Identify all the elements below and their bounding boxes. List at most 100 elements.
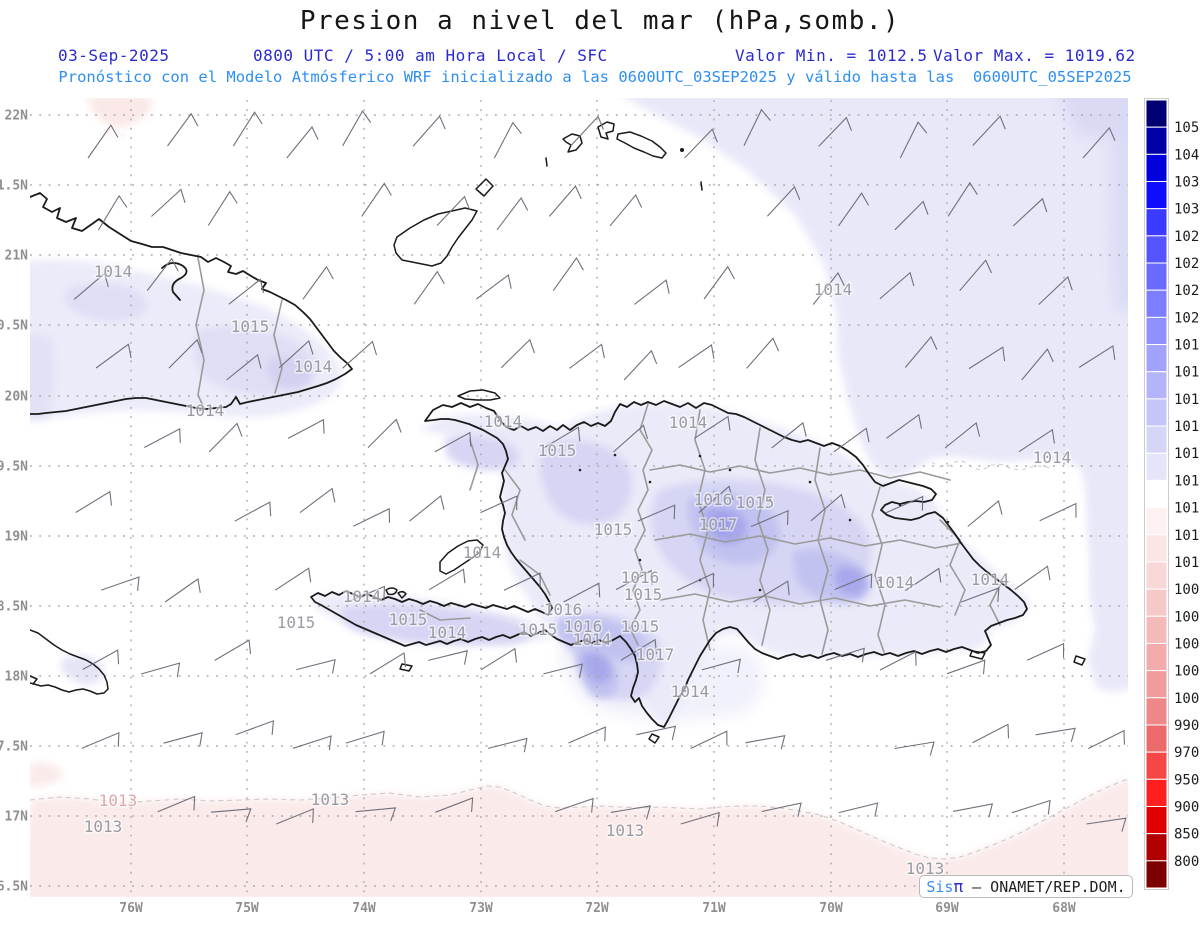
colorbar-segment — [1145, 615, 1168, 644]
colorbar-tick-label: 1010 — [1174, 555, 1200, 571]
pressure-label: 1017 — [699, 515, 738, 534]
colorbar-segment — [1145, 751, 1168, 780]
small-islands — [30, 121, 1086, 744]
lon-tick-label: 74W — [352, 901, 376, 916]
colorbar-segment — [1145, 724, 1168, 753]
colorbar-segment — [1145, 805, 1168, 835]
pressure-label: 1015 — [277, 613, 316, 632]
pressure-label: 1014 — [876, 573, 915, 592]
forecast-date: 03-Sep-2025 — [58, 46, 170, 65]
pressure-label: 1013 — [906, 859, 945, 878]
colorbar-segment — [1145, 316, 1168, 346]
colorbar-tick-label: 1019 — [1174, 338, 1200, 354]
gridlines — [30, 100, 1128, 896]
colorbar-segment — [1145, 425, 1168, 454]
colorbar-tick-label: 990 — [1174, 718, 1199, 734]
colorbar-segment — [1145, 860, 1168, 889]
latitude-labels: 22N 1.5N 21N 0.5N 20N 9.5N 19N 8.5N 18N 7.5N 17N 6.… — [0, 109, 28, 895]
colorbar-segment — [1145, 398, 1168, 427]
colorbar-segment — [1145, 670, 1168, 699]
colorbar-tick-label: 850 — [1174, 827, 1199, 843]
colorbar-segment — [1145, 642, 1168, 672]
colorbar-tick-label: 1000 — [1174, 691, 1200, 707]
colorbar-tick-label: 950 — [1174, 772, 1199, 788]
colorbar-segment — [1145, 262, 1168, 291]
colorbar-tick-label: 1002 — [1174, 664, 1200, 680]
colorbar-segment — [1145, 289, 1168, 318]
colorbar-tick-label: 1004 — [1174, 636, 1200, 652]
lon-tick-label: 70W — [819, 901, 843, 916]
pressure-label: 1013 — [606, 821, 645, 840]
pressure-label: 1014 — [1033, 448, 1072, 467]
colorbar-tick-label: 1017 — [1174, 392, 1200, 408]
colorbar-segment — [1145, 479, 1168, 509]
lon-tick-label: 68W — [1052, 901, 1076, 916]
pressure-label: 1013 — [311, 790, 350, 809]
colorbar-tick-label: 1050 — [1174, 120, 1200, 136]
lon-tick-label: 75W — [235, 901, 259, 916]
colorbar-tick-label: 1012 — [1174, 528, 1200, 544]
pressure-label: 1015 — [624, 585, 663, 604]
colorbar-segment — [1145, 208, 1168, 237]
coastlines — [30, 192, 1028, 728]
colorbar-segment — [1145, 181, 1168, 210]
pressure-label: 1017 — [636, 645, 675, 664]
pressure-label: 1014 — [484, 412, 523, 431]
colorbar-tick-label: 1013 — [1174, 501, 1200, 517]
pressure-label: 1016 — [621, 568, 660, 587]
lat-tick-label: 8.5N — [0, 600, 28, 615]
pi-symbol: π — [953, 877, 964, 896]
lon-tick-label: 76W — [119, 901, 143, 916]
lat-tick-label: 21N — [5, 249, 29, 264]
colorbar-tick-label: 1014 — [1174, 473, 1200, 489]
pressure-label: 1015 — [538, 441, 577, 460]
lon-tick-label: 69W — [935, 901, 959, 916]
colorbar-segment — [1145, 561, 1168, 590]
pressure-label: 1015 — [389, 610, 428, 629]
attribution-box: Sis π – ONAMET/REP.DOM. — [919, 875, 1133, 898]
colorbar-tick-label: 1016 — [1174, 419, 1200, 435]
colorbar-tick-label: 1006 — [1174, 609, 1200, 625]
pressure-label: 1014 — [343, 587, 382, 606]
colorbar-segment — [1145, 153, 1168, 183]
colorbar-segment — [1145, 344, 1168, 373]
pressure-label: 1014 — [671, 682, 710, 701]
pressure-label: 1016 — [544, 600, 583, 619]
colorbar-segment — [1145, 588, 1168, 617]
lat-tick-label: 18N — [5, 670, 29, 685]
lat-tick-label: 17N — [5, 810, 29, 825]
colorbar-segment — [1145, 235, 1168, 264]
colorbar-segment — [1145, 371, 1168, 400]
pressure-label: 1016 — [694, 490, 733, 509]
pressure-contour-labels: 1014101510141014101410151014101410141016… — [82, 261, 1073, 880]
colorbar-tick-label: 1018 — [1174, 365, 1200, 381]
lat-tick-label: 19N — [5, 530, 29, 545]
wind-barbs — [73, 108, 1127, 832]
colorbar-tick-label: 1015 — [1174, 446, 1200, 462]
lon-tick-label: 72W — [585, 901, 609, 916]
colorbar-tick-label: 900 — [1174, 799, 1199, 815]
colorbar-tick-label: 970 — [1174, 745, 1199, 761]
pressure-label: 1014 — [428, 623, 467, 642]
pressure-label: 1013 — [99, 791, 138, 810]
attribution-text: – ONAMET/REP.DOM. — [963, 877, 1126, 896]
pressure-label: 1015 — [736, 493, 775, 512]
pressure-label: 1014 — [463, 543, 502, 562]
colorbar-segment — [1145, 507, 1168, 536]
pressure-label: 1014 — [186, 401, 225, 420]
town-dots — [578, 453, 950, 592]
province-borders — [195, 257, 1001, 655]
pressure-label: 1014 — [294, 357, 333, 376]
lat-tick-label: 7.5N — [0, 740, 28, 755]
colorbar-tick-label: 800 — [1174, 854, 1199, 870]
value-min-label: Valor Min. = 1012.5 — [735, 46, 928, 65]
forecast-time: 0800 UTC / 5:00 am Hora Local / SFC — [253, 46, 608, 65]
pressure-label: 1015 — [621, 617, 660, 636]
lat-tick-label: 1.5N — [0, 179, 28, 194]
colorbar-legend: 1050 1040 1035 1030 1028 1025 1022 1020 1019 1018… — [1144, 98, 1200, 890]
colorbar-tick-label: 1030 — [1174, 202, 1200, 218]
pressure-label: 1016 — [564, 617, 603, 636]
colorbar-tick-label: 1022 — [1174, 283, 1200, 299]
pressure-label: 1014 — [971, 570, 1010, 589]
